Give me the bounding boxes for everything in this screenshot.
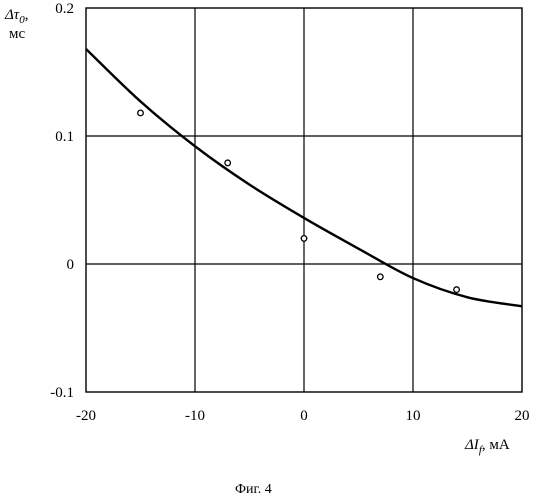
tick-labels: -20 -10 0 10 20 -0.1 0 0.1 0.2 — [50, 1, 529, 424]
x-tick-label: -20 — [76, 408, 96, 424]
y-tick-label: 0.2 — [55, 1, 74, 17]
grid-lines — [86, 8, 522, 392]
x-tick-label: -10 — [185, 408, 205, 424]
x-tick-label: 20 — [515, 408, 530, 424]
data-point — [138, 110, 144, 116]
x-tick-label: 0 — [300, 408, 308, 424]
y-axis-unit: мс — [9, 26, 25, 42]
y-axis-label: Δτ0, — [4, 7, 28, 26]
y-tick-label: -0.1 — [50, 385, 74, 401]
data-point — [301, 236, 307, 242]
x-tick-label: 10 — [406, 408, 421, 424]
x-axis-label: ΔIf, мА — [464, 437, 510, 456]
data-point — [378, 274, 384, 280]
figure-caption: Фиг. 4 — [235, 482, 272, 497]
y-tick-label: 0 — [67, 257, 75, 273]
data-point — [225, 160, 231, 166]
data-points — [138, 110, 460, 292]
y-tick-label: 0.1 — [55, 129, 74, 145]
data-point — [454, 287, 460, 293]
